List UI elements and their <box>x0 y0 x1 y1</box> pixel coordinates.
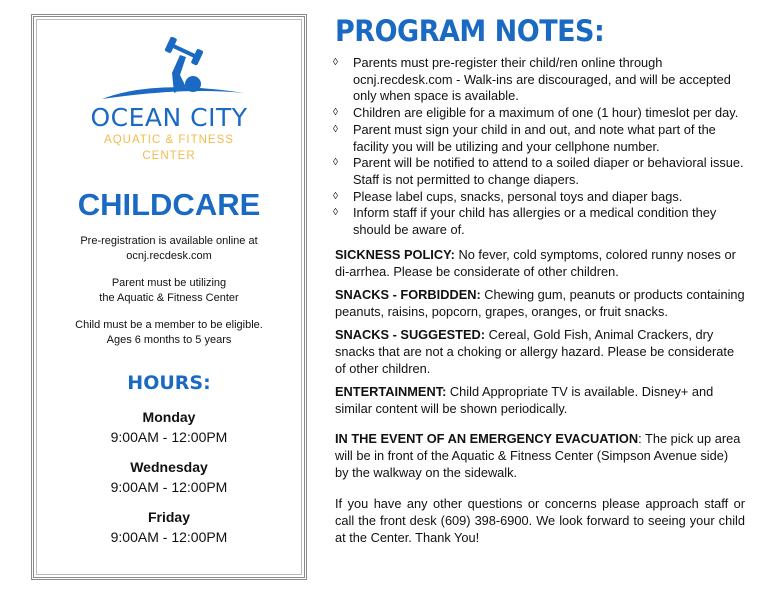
hours-time: 9:00AM - 12:00PM <box>110 429 228 445</box>
info-membership: Child must be a member to be eligible. Ag… <box>34 318 304 348</box>
diamond-bullet-icon: ◊ <box>333 107 338 119</box>
hours-title: HOURS: <box>127 372 211 394</box>
info-line: Ages 6 months to 5 years <box>106 334 232 346</box>
section-label: ENTERTAINMENT: <box>335 384 447 399</box>
program-notes-title: PROGRAM NOTES: <box>335 14 605 49</box>
list-item: ◊ Parents must pre-register their child/r… <box>333 55 753 105</box>
bullet-text: Parent will be notified to attend to a s… <box>353 155 744 187</box>
section-text: Child Appropriate TV is available. Disne… <box>335 384 714 416</box>
page-title: CHILDCARE <box>77 187 261 222</box>
info-line: Pre-registration is available online at <box>80 235 258 247</box>
hours-time: 9:00AM - 12:00PM <box>110 479 228 495</box>
hours-day: Monday <box>142 409 196 425</box>
diamond-bullet-icon: ◊ <box>333 207 338 219</box>
section-text: Cereal, Gold Fish, Animal Crackers, dry … <box>335 327 735 376</box>
section-label: IN THE EVENT OF AN EMERGENCY EVACUATION <box>335 431 639 446</box>
bullet-text: Children are eligible for a maximum of o… <box>353 105 739 121</box>
logo-ocean-city: OCEAN CITY <box>90 103 248 132</box>
section-text: Chewing gum, peanuts or products contain… <box>335 287 745 319</box>
info-line: the Aquatic & Fitness Center <box>99 292 239 304</box>
list-item: ◊ Parent must sign your child in and out,… <box>333 122 753 155</box>
bullet-text: Parent must sign your child in and out, … <box>353 121 716 154</box>
childcare-panel: OCEAN CITY AQUATIC & FITNESS CENTER CHIL… <box>31 14 307 580</box>
info-line: ocnj.recdesk.com <box>126 250 212 262</box>
section-text: : The pick up area will be in front of t… <box>335 431 741 480</box>
sickness-policy: SICKNESS POLICY: No fever, cold symptoms… <box>335 247 745 281</box>
list-item: ◊ Children are eligible for a maximum of … <box>333 105 753 122</box>
hours-day: Wednesday <box>130 459 208 475</box>
program-notes-list: ◊ Parents must pre-register their child/r… <box>333 55 753 239</box>
diamond-bullet-icon: ◊ <box>333 157 338 169</box>
section-text: If you have any other questions or conce… <box>335 496 745 545</box>
swimmer-dumbbell-logo-icon <box>102 37 244 99</box>
hours-time: 9:00AM - 12:00PM <box>110 529 228 545</box>
info-parent: Parent must be utilizing the Aquatic & Fi… <box>34 276 304 306</box>
hours-day: Friday <box>147 509 190 525</box>
bullet-text: Please label cups, snacks, personal toys… <box>353 188 683 204</box>
bullet-text: Inform staff if your child has allergies… <box>353 205 717 238</box>
logo-aquatic-fitness: AQUATIC & FITNESS <box>104 134 234 146</box>
entertainment: ENTERTAINMENT: Child Appropriate TV is a… <box>335 384 745 418</box>
snacks-suggested: SNACKS - SUGGESTED: Cereal, Gold Fish, A… <box>335 327 745 377</box>
section-label: SNACKS - FORBIDDEN: <box>335 287 481 302</box>
section-text: No fever, cold symptoms, colored runny n… <box>335 247 736 279</box>
logo-center: CENTER <box>142 150 196 162</box>
section-label: SICKNESS POLICY: <box>335 247 455 262</box>
snacks-forbidden: SNACKS - FORBIDDEN: Chewing gum, peanuts… <box>335 287 745 321</box>
list-item: ◊ Parent will be notified to attend to a … <box>333 155 753 188</box>
emergency-evacuation: IN THE EVENT OF AN EMERGENCY EVACUATION:… <box>335 431 745 481</box>
closing-note: If you have any other questions or conce… <box>335 496 745 546</box>
diamond-bullet-icon: ◊ <box>333 57 338 68</box>
info-preregistration: Pre-registration is available online at o… <box>34 234 304 264</box>
info-line: Parent must be utilizing <box>111 277 227 289</box>
list-item: ◊ Inform staff if your child has allergie… <box>333 205 753 238</box>
info-line: Child must be a member to be eligible. <box>75 319 263 331</box>
diamond-bullet-icon: ◊ <box>333 123 338 135</box>
diamond-bullet-icon: ◊ <box>333 190 338 202</box>
section-label: SNACKS - SUGGESTED: <box>335 327 486 342</box>
bullet-text: Parents must pre-register their child/re… <box>353 55 731 104</box>
list-item: ◊ Please label cups, snacks, personal toy… <box>333 189 753 206</box>
